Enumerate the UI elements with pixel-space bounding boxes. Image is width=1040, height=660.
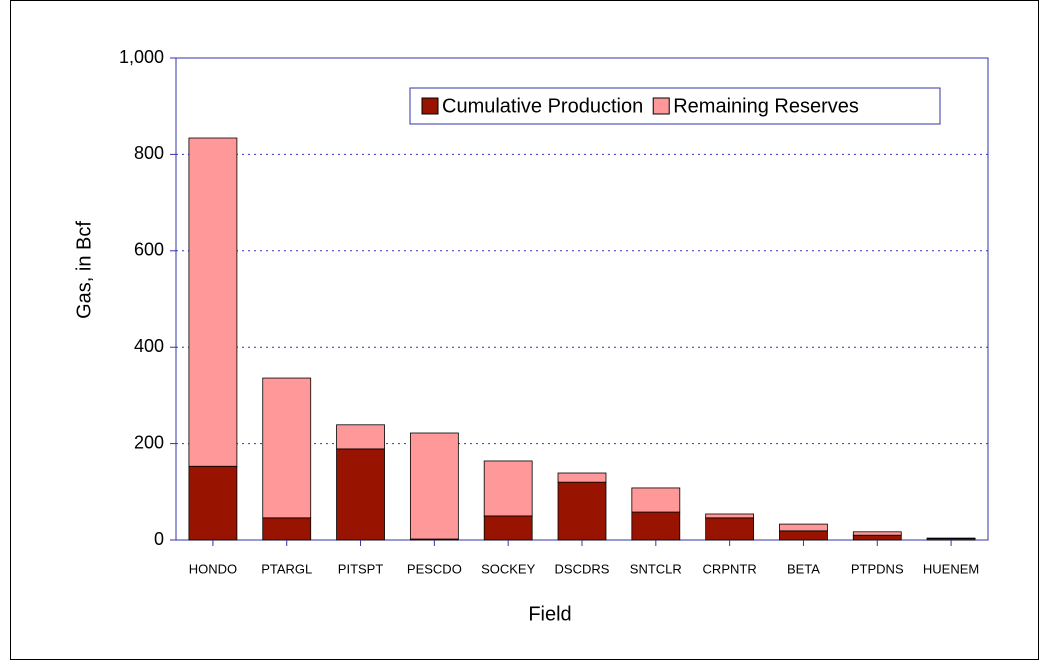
legend-label: Remaining Reserves bbox=[673, 95, 859, 117]
bar-segment bbox=[631, 487, 681, 513]
legend-swatch bbox=[652, 97, 670, 115]
legend-box bbox=[409, 87, 941, 125]
x-tick-label: HONDO bbox=[189, 561, 237, 576]
y-tick-label: 1,000 bbox=[119, 47, 164, 67]
x-tick-label: SNTCLR bbox=[630, 561, 682, 576]
x-tick-label: DSCDRS bbox=[555, 561, 610, 576]
bar-segment bbox=[483, 515, 533, 541]
bar-segment bbox=[262, 517, 312, 541]
bar-segment bbox=[262, 377, 312, 519]
x-tick-label: PITSPT bbox=[338, 561, 384, 576]
x-tick-label: PTPDNS bbox=[851, 561, 904, 576]
y-tick-label: 400 bbox=[134, 336, 164, 356]
bar-segment bbox=[779, 530, 828, 541]
x-tick-label: CRPNTR bbox=[703, 561, 757, 576]
bar-segment bbox=[336, 424, 385, 450]
bar-segment bbox=[557, 472, 607, 483]
bar-segment bbox=[705, 517, 755, 541]
bar-segment bbox=[483, 460, 533, 517]
x-tick-label: HUENEM bbox=[923, 561, 979, 576]
x-axis-label: Field bbox=[528, 603, 571, 625]
y-tick-label: 800 bbox=[134, 143, 164, 163]
legend-label: Cumulative Production bbox=[442, 95, 643, 117]
y-axis-label: Gas, in Bcf bbox=[73, 221, 95, 319]
x-tick-label: SOCKEY bbox=[481, 561, 536, 576]
bar-segment bbox=[779, 523, 828, 532]
bar-segment bbox=[409, 432, 459, 540]
bar-segment bbox=[188, 465, 238, 541]
y-tick-label: 600 bbox=[134, 240, 164, 260]
bar-segment bbox=[557, 481, 607, 541]
y-tick-label: 0 bbox=[154, 529, 164, 549]
bar-segment bbox=[852, 534, 902, 541]
x-tick-label: PTARGL bbox=[261, 561, 312, 576]
bar-segment bbox=[188, 137, 238, 467]
bar-segment bbox=[852, 531, 902, 536]
x-tick-label: PESCDO bbox=[407, 561, 462, 576]
bar-segment bbox=[631, 511, 681, 541]
y-tick-label: 200 bbox=[134, 432, 164, 452]
x-tick-label: BETA bbox=[787, 561, 820, 576]
bar-segment bbox=[705, 513, 755, 519]
legend-swatch bbox=[421, 97, 439, 115]
bar-segment bbox=[336, 448, 385, 541]
